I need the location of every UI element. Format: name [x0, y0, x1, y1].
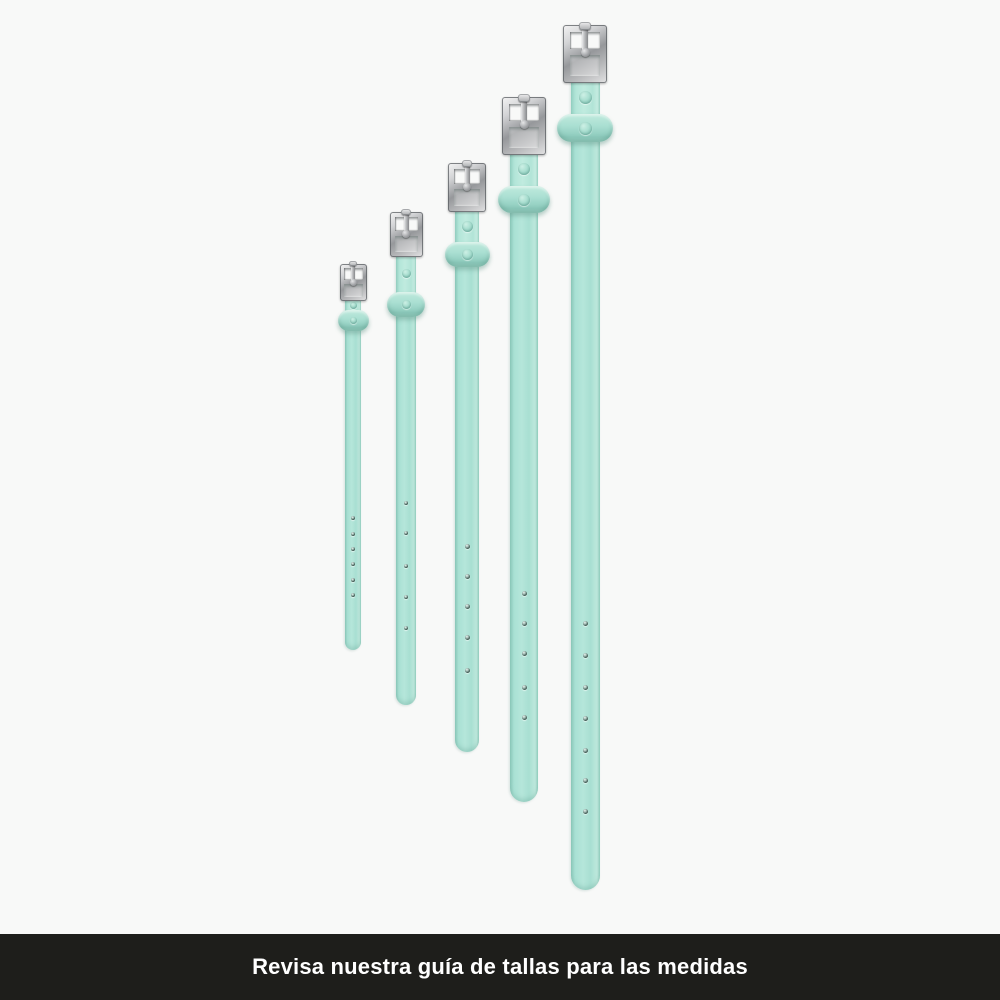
strap-hole — [582, 715, 588, 721]
buckle-prong-tip — [462, 160, 472, 167]
rivet — [461, 248, 473, 260]
rivet — [578, 121, 592, 135]
buckle — [563, 22, 607, 83]
buckle-prong-hinge — [402, 230, 410, 238]
buckle-prong — [464, 161, 470, 188]
strap-hole — [582, 747, 588, 753]
buckle-prong-tip — [518, 94, 530, 102]
strap-hole — [582, 684, 588, 690]
strap-hole — [404, 531, 408, 535]
strap-hole — [464, 603, 470, 609]
rivet — [349, 301, 357, 309]
strap-hole — [464, 634, 470, 640]
strap-hole — [521, 684, 527, 690]
strap-hole — [464, 667, 470, 673]
buckle-window-bottom — [570, 55, 600, 76]
strap-hole — [351, 532, 355, 536]
strap-hole — [464, 573, 470, 579]
buckle-window-bottom — [394, 236, 418, 252]
strap-hole — [404, 626, 408, 630]
strap-hole — [351, 516, 355, 520]
buckle-prong-hinge — [349, 279, 357, 286]
buckle — [502, 94, 546, 155]
strap-hole — [521, 650, 527, 656]
buckle — [339, 261, 367, 301]
buckle-prong — [521, 95, 527, 126]
strap-hole — [404, 595, 408, 599]
strap-hole — [521, 714, 527, 720]
strap-hole — [404, 501, 408, 505]
strap-hole — [582, 652, 588, 658]
buckle — [389, 209, 423, 257]
buckle-prong-tip — [349, 261, 357, 266]
strap-hole — [582, 808, 588, 814]
buckle-prong — [582, 23, 588, 54]
rivet — [578, 90, 592, 104]
collar-strap — [570, 51, 600, 890]
strap-hole — [521, 620, 527, 626]
buckle-prong-hinge — [519, 120, 529, 129]
strap-hole — [582, 777, 588, 783]
banner-text: Revisa nuestra guía de tallas para las m… — [252, 954, 748, 979]
collar-strap — [510, 123, 538, 802]
buckle-window-bottom — [454, 189, 480, 206]
rivet — [518, 194, 530, 206]
rivet — [349, 316, 357, 324]
strap-hole — [582, 620, 588, 626]
buckle-prong-tip — [579, 22, 591, 30]
buckle-window-bottom — [343, 284, 363, 297]
rivet — [401, 299, 411, 309]
strap-hole — [404, 564, 408, 568]
strap-hole — [351, 547, 355, 551]
buckle-prong-tip — [401, 209, 411, 215]
strap-hole — [464, 543, 470, 549]
collar-strap — [455, 185, 479, 752]
rivet — [401, 268, 411, 278]
rivet — [518, 163, 530, 175]
buckle-prong-hinge — [580, 48, 590, 57]
strap-hole — [351, 593, 355, 597]
buckle-window-bottom — [509, 127, 539, 148]
buckle — [448, 160, 486, 212]
strap-hole — [351, 578, 355, 582]
collar-strap — [345, 281, 361, 650]
size-guide-banner: Revisa nuestra guía de tallas para las m… — [0, 934, 1000, 1000]
collar-strap — [396, 232, 416, 705]
rivet — [461, 220, 473, 232]
buckle-prong — [403, 210, 409, 235]
buckle-prong — [351, 262, 355, 283]
strap-hole — [521, 590, 527, 596]
buckle-prong-hinge — [463, 183, 471, 191]
strap-hole — [351, 562, 355, 566]
